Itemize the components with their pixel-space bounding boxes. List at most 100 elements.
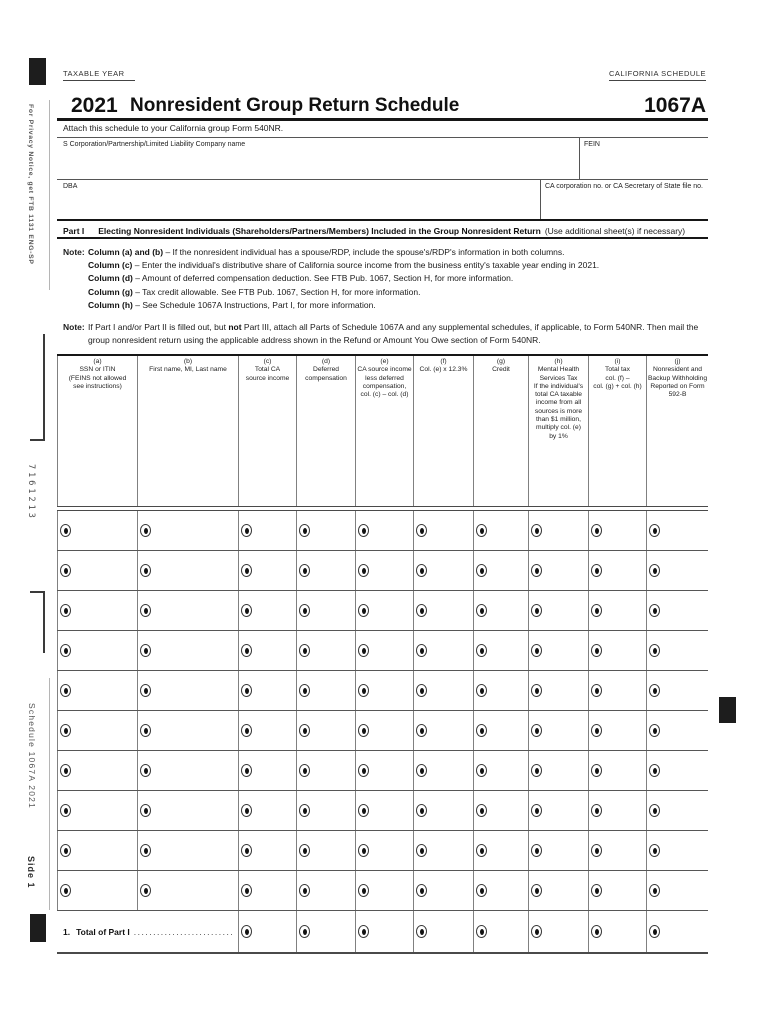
radio-bullseye-icon[interactable] — [241, 925, 252, 938]
radio-bullseye-icon[interactable] — [416, 524, 427, 537]
radio-bullseye-icon[interactable] — [358, 524, 369, 537]
radio-bullseye-icon[interactable] — [416, 724, 427, 737]
radio-bullseye-icon[interactable] — [416, 844, 427, 857]
radio-bullseye-icon[interactable] — [60, 884, 71, 897]
radio-bullseye-icon[interactable] — [531, 764, 542, 777]
radio-bullseye-icon[interactable] — [241, 764, 252, 777]
radio-bullseye-icon[interactable] — [140, 524, 151, 537]
fein-field[interactable]: FEIN — [579, 138, 708, 179]
radio-bullseye-icon[interactable] — [140, 804, 151, 817]
radio-bullseye-icon[interactable] — [649, 644, 660, 657]
ca-corp-number-field[interactable]: CA corporation no. or CA Secretary of St… — [540, 180, 708, 219]
radio-bullseye-icon[interactable] — [241, 884, 252, 897]
radio-bullseye-icon[interactable] — [476, 724, 487, 737]
radio-bullseye-icon[interactable] — [649, 884, 660, 897]
radio-bullseye-icon[interactable] — [241, 644, 252, 657]
radio-bullseye-icon[interactable] — [649, 804, 660, 817]
radio-bullseye-icon[interactable] — [60, 804, 71, 817]
radio-bullseye-icon[interactable] — [60, 604, 71, 617]
radio-bullseye-icon[interactable] — [416, 804, 427, 817]
radio-bullseye-icon[interactable] — [531, 644, 542, 657]
radio-bullseye-icon[interactable] — [140, 684, 151, 697]
radio-bullseye-icon[interactable] — [358, 644, 369, 657]
radio-bullseye-icon[interactable] — [476, 925, 487, 938]
radio-bullseye-icon[interactable] — [649, 604, 660, 617]
radio-bullseye-icon[interactable] — [140, 764, 151, 777]
radio-bullseye-icon[interactable] — [591, 884, 602, 897]
radio-bullseye-icon[interactable] — [649, 684, 660, 697]
radio-bullseye-icon[interactable] — [241, 524, 252, 537]
radio-bullseye-icon[interactable] — [591, 804, 602, 817]
radio-bullseye-icon[interactable] — [649, 764, 660, 777]
radio-bullseye-icon[interactable] — [476, 644, 487, 657]
radio-bullseye-icon[interactable] — [591, 564, 602, 577]
radio-bullseye-icon[interactable] — [358, 925, 369, 938]
radio-bullseye-icon[interactable] — [476, 684, 487, 697]
radio-bullseye-icon[interactable] — [476, 884, 487, 897]
radio-bullseye-icon[interactable] — [476, 524, 487, 537]
radio-bullseye-icon[interactable] — [358, 564, 369, 577]
radio-bullseye-icon[interactable] — [60, 524, 71, 537]
dba-field[interactable]: DBA — [57, 180, 540, 219]
radio-bullseye-icon[interactable] — [416, 884, 427, 897]
radio-bullseye-icon[interactable] — [299, 925, 310, 938]
radio-bullseye-icon[interactable] — [241, 684, 252, 697]
radio-bullseye-icon[interactable] — [60, 644, 71, 657]
radio-bullseye-icon[interactable] — [649, 925, 660, 938]
radio-bullseye-icon[interactable] — [591, 684, 602, 697]
radio-bullseye-icon[interactable] — [531, 804, 542, 817]
radio-bullseye-icon[interactable] — [531, 925, 542, 938]
radio-bullseye-icon[interactable] — [299, 844, 310, 857]
radio-bullseye-icon[interactable] — [358, 604, 369, 617]
radio-bullseye-icon[interactable] — [649, 844, 660, 857]
radio-bullseye-icon[interactable] — [299, 644, 310, 657]
radio-bullseye-icon[interactable] — [416, 764, 427, 777]
radio-bullseye-icon[interactable] — [358, 764, 369, 777]
radio-bullseye-icon[interactable] — [416, 604, 427, 617]
radio-bullseye-icon[interactable] — [358, 884, 369, 897]
radio-bullseye-icon[interactable] — [476, 764, 487, 777]
radio-bullseye-icon[interactable] — [241, 564, 252, 577]
radio-bullseye-icon[interactable] — [649, 724, 660, 737]
radio-bullseye-icon[interactable] — [531, 844, 542, 857]
radio-bullseye-icon[interactable] — [241, 604, 252, 617]
radio-bullseye-icon[interactable] — [591, 644, 602, 657]
radio-bullseye-icon[interactable] — [531, 684, 542, 697]
radio-bullseye-icon[interactable] — [60, 844, 71, 857]
radio-bullseye-icon[interactable] — [358, 804, 369, 817]
radio-bullseye-icon[interactable] — [140, 564, 151, 577]
radio-bullseye-icon[interactable] — [531, 564, 542, 577]
radio-bullseye-icon[interactable] — [299, 684, 310, 697]
radio-bullseye-icon[interactable] — [476, 844, 487, 857]
radio-bullseye-icon[interactable] — [531, 884, 542, 897]
radio-bullseye-icon[interactable] — [416, 684, 427, 697]
radio-bullseye-icon[interactable] — [531, 724, 542, 737]
radio-bullseye-icon[interactable] — [299, 804, 310, 817]
radio-bullseye-icon[interactable] — [476, 564, 487, 577]
radio-bullseye-icon[interactable] — [476, 804, 487, 817]
radio-bullseye-icon[interactable] — [60, 764, 71, 777]
radio-bullseye-icon[interactable] — [140, 844, 151, 857]
radio-bullseye-icon[interactable] — [358, 724, 369, 737]
radio-bullseye-icon[interactable] — [649, 524, 660, 537]
radio-bullseye-icon[interactable] — [299, 724, 310, 737]
radio-bullseye-icon[interactable] — [241, 844, 252, 857]
radio-bullseye-icon[interactable] — [299, 764, 310, 777]
radio-bullseye-icon[interactable] — [531, 604, 542, 617]
radio-bullseye-icon[interactable] — [591, 925, 602, 938]
radio-bullseye-icon[interactable] — [416, 925, 427, 938]
radio-bullseye-icon[interactable] — [140, 884, 151, 897]
radio-bullseye-icon[interactable] — [299, 524, 310, 537]
radio-bullseye-icon[interactable] — [140, 724, 151, 737]
radio-bullseye-icon[interactable] — [299, 604, 310, 617]
radio-bullseye-icon[interactable] — [358, 844, 369, 857]
radio-bullseye-icon[interactable] — [591, 844, 602, 857]
radio-bullseye-icon[interactable] — [60, 564, 71, 577]
radio-bullseye-icon[interactable] — [241, 804, 252, 817]
radio-bullseye-icon[interactable] — [60, 684, 71, 697]
radio-bullseye-icon[interactable] — [531, 524, 542, 537]
radio-bullseye-icon[interactable] — [591, 764, 602, 777]
radio-bullseye-icon[interactable] — [591, 724, 602, 737]
company-name-field[interactable]: S Corporation/Partnership/Limited Liabil… — [57, 138, 579, 179]
radio-bullseye-icon[interactable] — [358, 684, 369, 697]
